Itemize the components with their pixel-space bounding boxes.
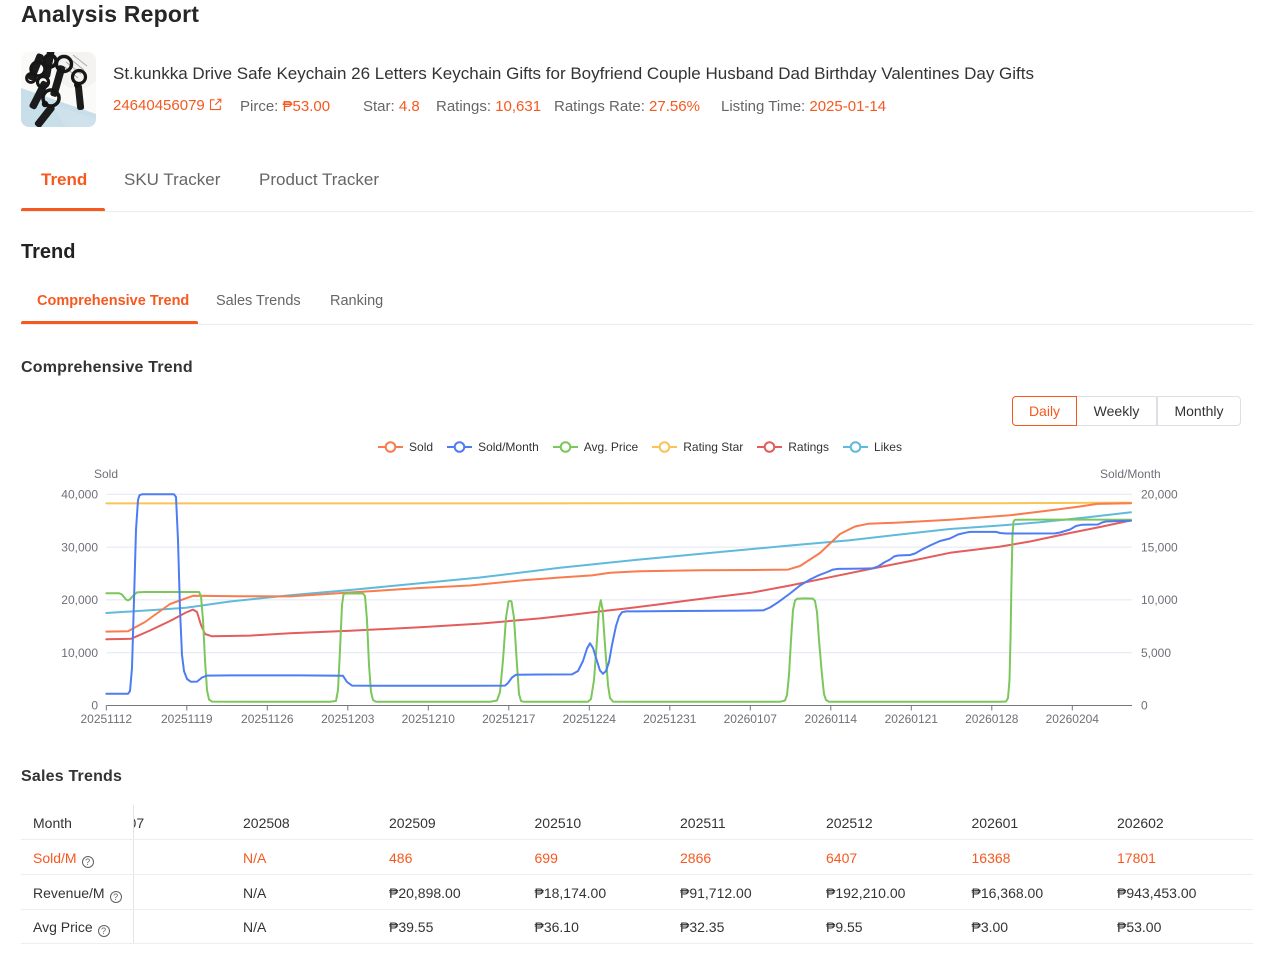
svg-text:10,000: 10,000 xyxy=(1141,593,1178,607)
svg-text:20260121: 20260121 xyxy=(885,712,939,726)
svg-text:20260128: 20260128 xyxy=(965,712,1019,726)
svg-text:Sold/Month: Sold/Month xyxy=(1100,467,1161,481)
svg-text:0: 0 xyxy=(1141,699,1148,713)
svg-text:20251126: 20251126 xyxy=(241,712,294,726)
svg-text:20251112: 20251112 xyxy=(80,712,132,726)
svg-text:20251217: 20251217 xyxy=(482,712,536,726)
svg-text:5,000: 5,000 xyxy=(1141,646,1171,660)
svg-text:20251210: 20251210 xyxy=(402,712,456,726)
svg-text:20251224: 20251224 xyxy=(563,712,617,726)
svg-text:20251119: 20251119 xyxy=(161,712,213,726)
svg-text:20,000: 20,000 xyxy=(61,593,98,607)
svg-text:20251231: 20251231 xyxy=(643,712,697,726)
svg-text:20260107: 20260107 xyxy=(724,712,778,726)
svg-text:15,000: 15,000 xyxy=(1141,540,1178,554)
svg-text:Sold: Sold xyxy=(94,467,118,481)
svg-text:20260114: 20260114 xyxy=(805,712,858,726)
svg-text:20251203: 20251203 xyxy=(321,712,375,726)
svg-text:20,000: 20,000 xyxy=(1141,488,1178,502)
svg-text:10,000: 10,000 xyxy=(61,646,98,660)
svg-text:30,000: 30,000 xyxy=(61,540,98,554)
svg-text:0: 0 xyxy=(91,699,98,713)
svg-text:40,000: 40,000 xyxy=(61,488,98,502)
svg-text:20260204: 20260204 xyxy=(1046,712,1100,726)
